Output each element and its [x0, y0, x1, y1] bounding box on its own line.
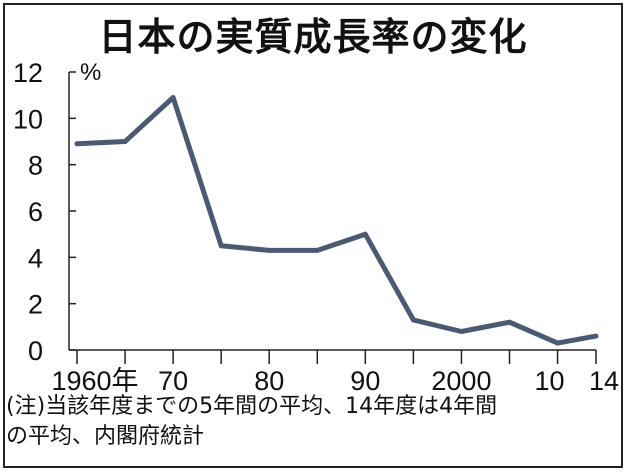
x-tick-label: 70 — [158, 366, 188, 396]
growth-rate-line — [74, 95, 599, 346]
y-tick-label: 10 — [13, 104, 43, 134]
x-axis-ticks: 1960年 70 80 90 2000 10 14 — [51, 350, 619, 396]
data-point — [410, 317, 416, 323]
data-point — [459, 329, 464, 334]
note-line-2: の平均、内閣府統計 — [6, 424, 205, 449]
data-point — [507, 319, 512, 325]
note-line-1: (注)当該年度までの5年間の平均、14年度は4年間 — [6, 394, 498, 419]
chart-axes — [68, 72, 596, 351]
data-point — [218, 243, 224, 249]
x-tick-label: 2000 — [431, 366, 491, 396]
y-tick-label: 6 — [28, 197, 43, 227]
data-point — [555, 340, 560, 346]
data-point — [266, 247, 272, 253]
y-tick-label: 2 — [28, 290, 43, 320]
chart-title: 日本の実質成長率の変化 — [98, 15, 528, 59]
data-point — [314, 247, 320, 253]
data-point — [593, 333, 599, 339]
data-point — [170, 95, 176, 100]
chart-note: (注)当該年度までの5年間の平均、14年度は4年間 の平均、内閣府統計 — [6, 392, 618, 452]
chart-frame — [3, 3, 623, 468]
y-tick-label: 4 — [28, 243, 43, 273]
data-point — [362, 231, 368, 237]
x-tick-label: 10 — [535, 366, 565, 396]
y-tick-label: 0 — [28, 336, 43, 366]
y-axis-unit-label: % — [80, 59, 101, 86]
y-tick-label: 8 — [28, 151, 43, 181]
data-point — [122, 139, 128, 144]
y-axis-ticks: 0 2 4 6 8 10 12 — [13, 58, 76, 366]
y-tick-label: 12 — [13, 58, 43, 88]
x-tick-label: 80 — [254, 366, 284, 396]
x-tick-label: 1960年 — [51, 366, 138, 396]
series-layer — [74, 95, 599, 346]
x-tick-label: 14 — [589, 366, 619, 396]
data-point — [74, 141, 80, 147]
x-tick-label: 90 — [350, 366, 380, 396]
